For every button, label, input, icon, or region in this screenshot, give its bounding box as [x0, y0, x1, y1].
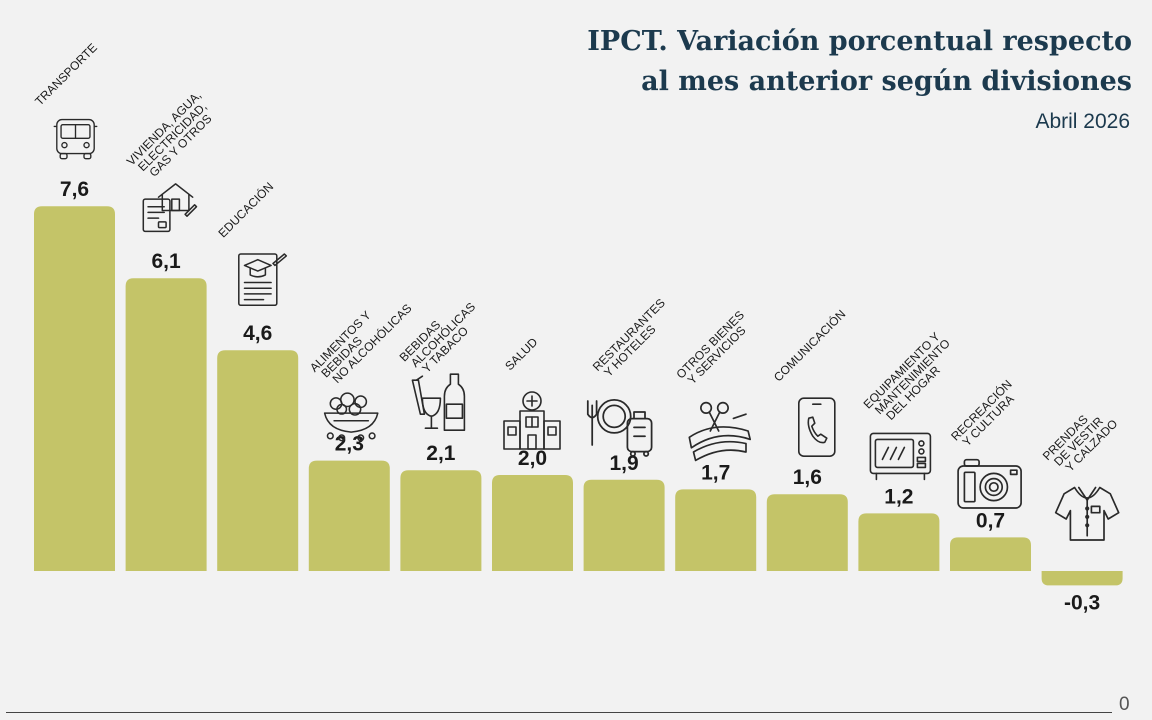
bus-icon: [53, 118, 98, 160]
shirt-icon: [1054, 486, 1120, 541]
category-label-2: VIVIENDA, AGUA,ELECTRICIDAD,GAS Y OTROS: [124, 88, 221, 185]
title-line-2: al mes anterior según divisiones: [641, 66, 1132, 97]
chart-subtitle: Abril 2026: [1035, 110, 1130, 133]
bar-1: [34, 206, 115, 571]
category-label-3: EDUCACIÓN: [215, 179, 277, 241]
hospital-icon: [503, 391, 561, 450]
bar-4: [308, 460, 390, 571]
bar-5: [400, 470, 482, 571]
category-label-6: SALUD: [502, 335, 540, 373]
value-label-6: 2,0: [518, 447, 547, 470]
value-label-5: 2,1: [426, 442, 456, 465]
phone-icon: [797, 397, 836, 458]
bar-2: [125, 278, 207, 571]
camera-icon: [957, 458, 1022, 509]
value-label-9: 1,6: [793, 466, 822, 489]
value-label-4: 2,3: [335, 433, 364, 456]
bar-10: [858, 513, 940, 571]
wine-bottle-icon: [411, 373, 466, 432]
category-label-1: TRANSPORTE: [32, 41, 100, 109]
value-label-2: 6,1: [151, 250, 181, 273]
chart-title: IPCT. Variación porcentual respecto al m…: [432, 22, 1132, 102]
value-label-3: 4,6: [243, 322, 272, 345]
footer-page-number: 0: [1119, 694, 1130, 715]
bar-6: [492, 475, 573, 571]
restaurant-luggage-icon: [586, 399, 653, 457]
category-label-8: OTROS BIENESY SERVICIOS: [673, 308, 755, 390]
bar-7: [583, 479, 665, 571]
value-label-8: 1,7: [701, 461, 730, 484]
bar-9: [766, 494, 848, 571]
category-label-9: COMUNICACIÓN: [770, 306, 848, 384]
category-label-12: PRENDASDE VESTIRY CALZADO: [1040, 400, 1120, 480]
value-label-12: -0,3: [1064, 591, 1100, 614]
category-label-10: EQUIPAMIENTO YMANTENIMIENTODEL HOGAR: [861, 328, 962, 429]
food-bowl-icon: [323, 392, 379, 442]
microwave-icon: [869, 432, 932, 481]
graduation-document-icon: [238, 253, 288, 307]
category-label-5: BEBIDASALCOHÓLICASY TABACO: [397, 291, 487, 381]
value-label-11: 0,7: [976, 509, 1005, 532]
title-line-1: IPCT. Variación porcentual respecto: [587, 26, 1132, 57]
footer-divider: [6, 712, 1112, 713]
scissors-ribbon-icon: [688, 401, 752, 462]
bar-3: [217, 350, 299, 571]
value-label-7: 1,9: [609, 452, 638, 475]
value-label-10: 1,2: [884, 485, 913, 508]
category-label-11: RECREACIÓNY CULTURA: [948, 376, 1024, 452]
bar-12: [1041, 571, 1123, 586]
value-label-1: 7,6: [60, 178, 89, 201]
category-label-7: RESTAURANTESY HOTELES: [590, 296, 677, 383]
house-document-icon: [142, 183, 198, 233]
bar-8: [675, 489, 757, 571]
category-label-4: ALIMENTOS YBEBIDASNO ALCOHÓLICAS: [307, 284, 415, 392]
bar-11: [950, 537, 1031, 571]
